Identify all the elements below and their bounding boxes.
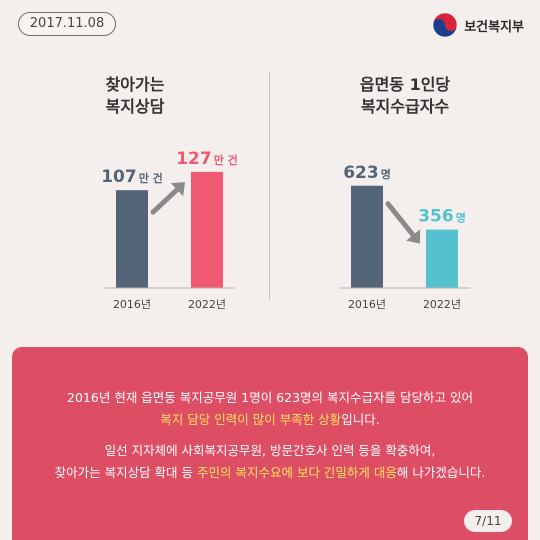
taegeuk-emblem-icon <box>432 12 458 38</box>
chart0-value-label-1: 127 만 건 <box>176 149 238 169</box>
chart0-tick-label-0: 2016년 <box>113 298 151 311</box>
message-highlight-1: 복지 담당 인력이 많이 부족한 상황 <box>160 412 342 427</box>
date-badge: 2017.11.08 <box>18 12 116 36</box>
message-line-4-pre: 찾아가는 복지상담 확대 등 <box>54 465 198 480</box>
message-line-2-rest: 입니다. <box>341 412 380 427</box>
message-line-4: 찾아가는 복지상담 확대 등 주민의 복지수요에 보다 긴밀하게 대응해 나가겠… <box>12 462 528 481</box>
chart1-bar-1 <box>426 229 458 288</box>
right-chart-title: 읍면동 1인당 복지수급자수 <box>359 75 451 116</box>
message-line-2: 복지 담당 인력이 많이 부족한 상황입니다. <box>12 409 528 428</box>
ministry-logo: 보건복지부 <box>432 10 524 40</box>
chart0-bar-0 <box>116 190 148 288</box>
chart1-value-label-0: 623 명 <box>343 163 391 183</box>
chart1-bar-0 <box>351 185 383 288</box>
message-highlight-2: 주민의 복지수요에 보다 긴밀하게 대응 <box>197 465 397 480</box>
chart1-value-label-1: 356 명 <box>418 207 466 227</box>
chart0-trend-arrow-icon <box>150 182 185 215</box>
message-line-4-post: 해 나가겠습니다. <box>396 465 486 480</box>
left-chart-title: 찾아가는 복지상담 <box>105 75 165 116</box>
page-indicator: 7/11 <box>464 510 512 532</box>
right-bar-chart: 2016년 623 명 2022년 356 명 <box>340 163 470 311</box>
message-card: 2016년 현재 읍면동 복지공무원 1명이 623명의 복지수급자를 담당하고… <box>12 347 528 540</box>
chart0-value-label-0: 107 만 건 <box>101 167 163 187</box>
chart1-tick-label-1: 2022년 <box>423 298 461 311</box>
left-bar-chart: 2016년 107 만 건 2022년 127 만 건 <box>101 149 238 311</box>
message-line-1: 2016년 현재 읍면동 복지공무원 1명이 623명의 복지수급자를 담당하고… <box>67 390 473 405</box>
ministry-name: 보건복지부 <box>464 19 524 35</box>
chart0-tick-label-1: 2022년 <box>188 298 226 311</box>
panel-divider <box>269 72 270 300</box>
chart1-tick-label-0: 2016년 <box>348 298 386 311</box>
chart1-trend-arrow-icon <box>385 201 421 244</box>
message-line-3: 일선 지자체에 사회복지공무원, 방문간호사 인력 등을 확충하여, <box>104 443 436 458</box>
chart0-bar-1 <box>191 171 223 288</box>
